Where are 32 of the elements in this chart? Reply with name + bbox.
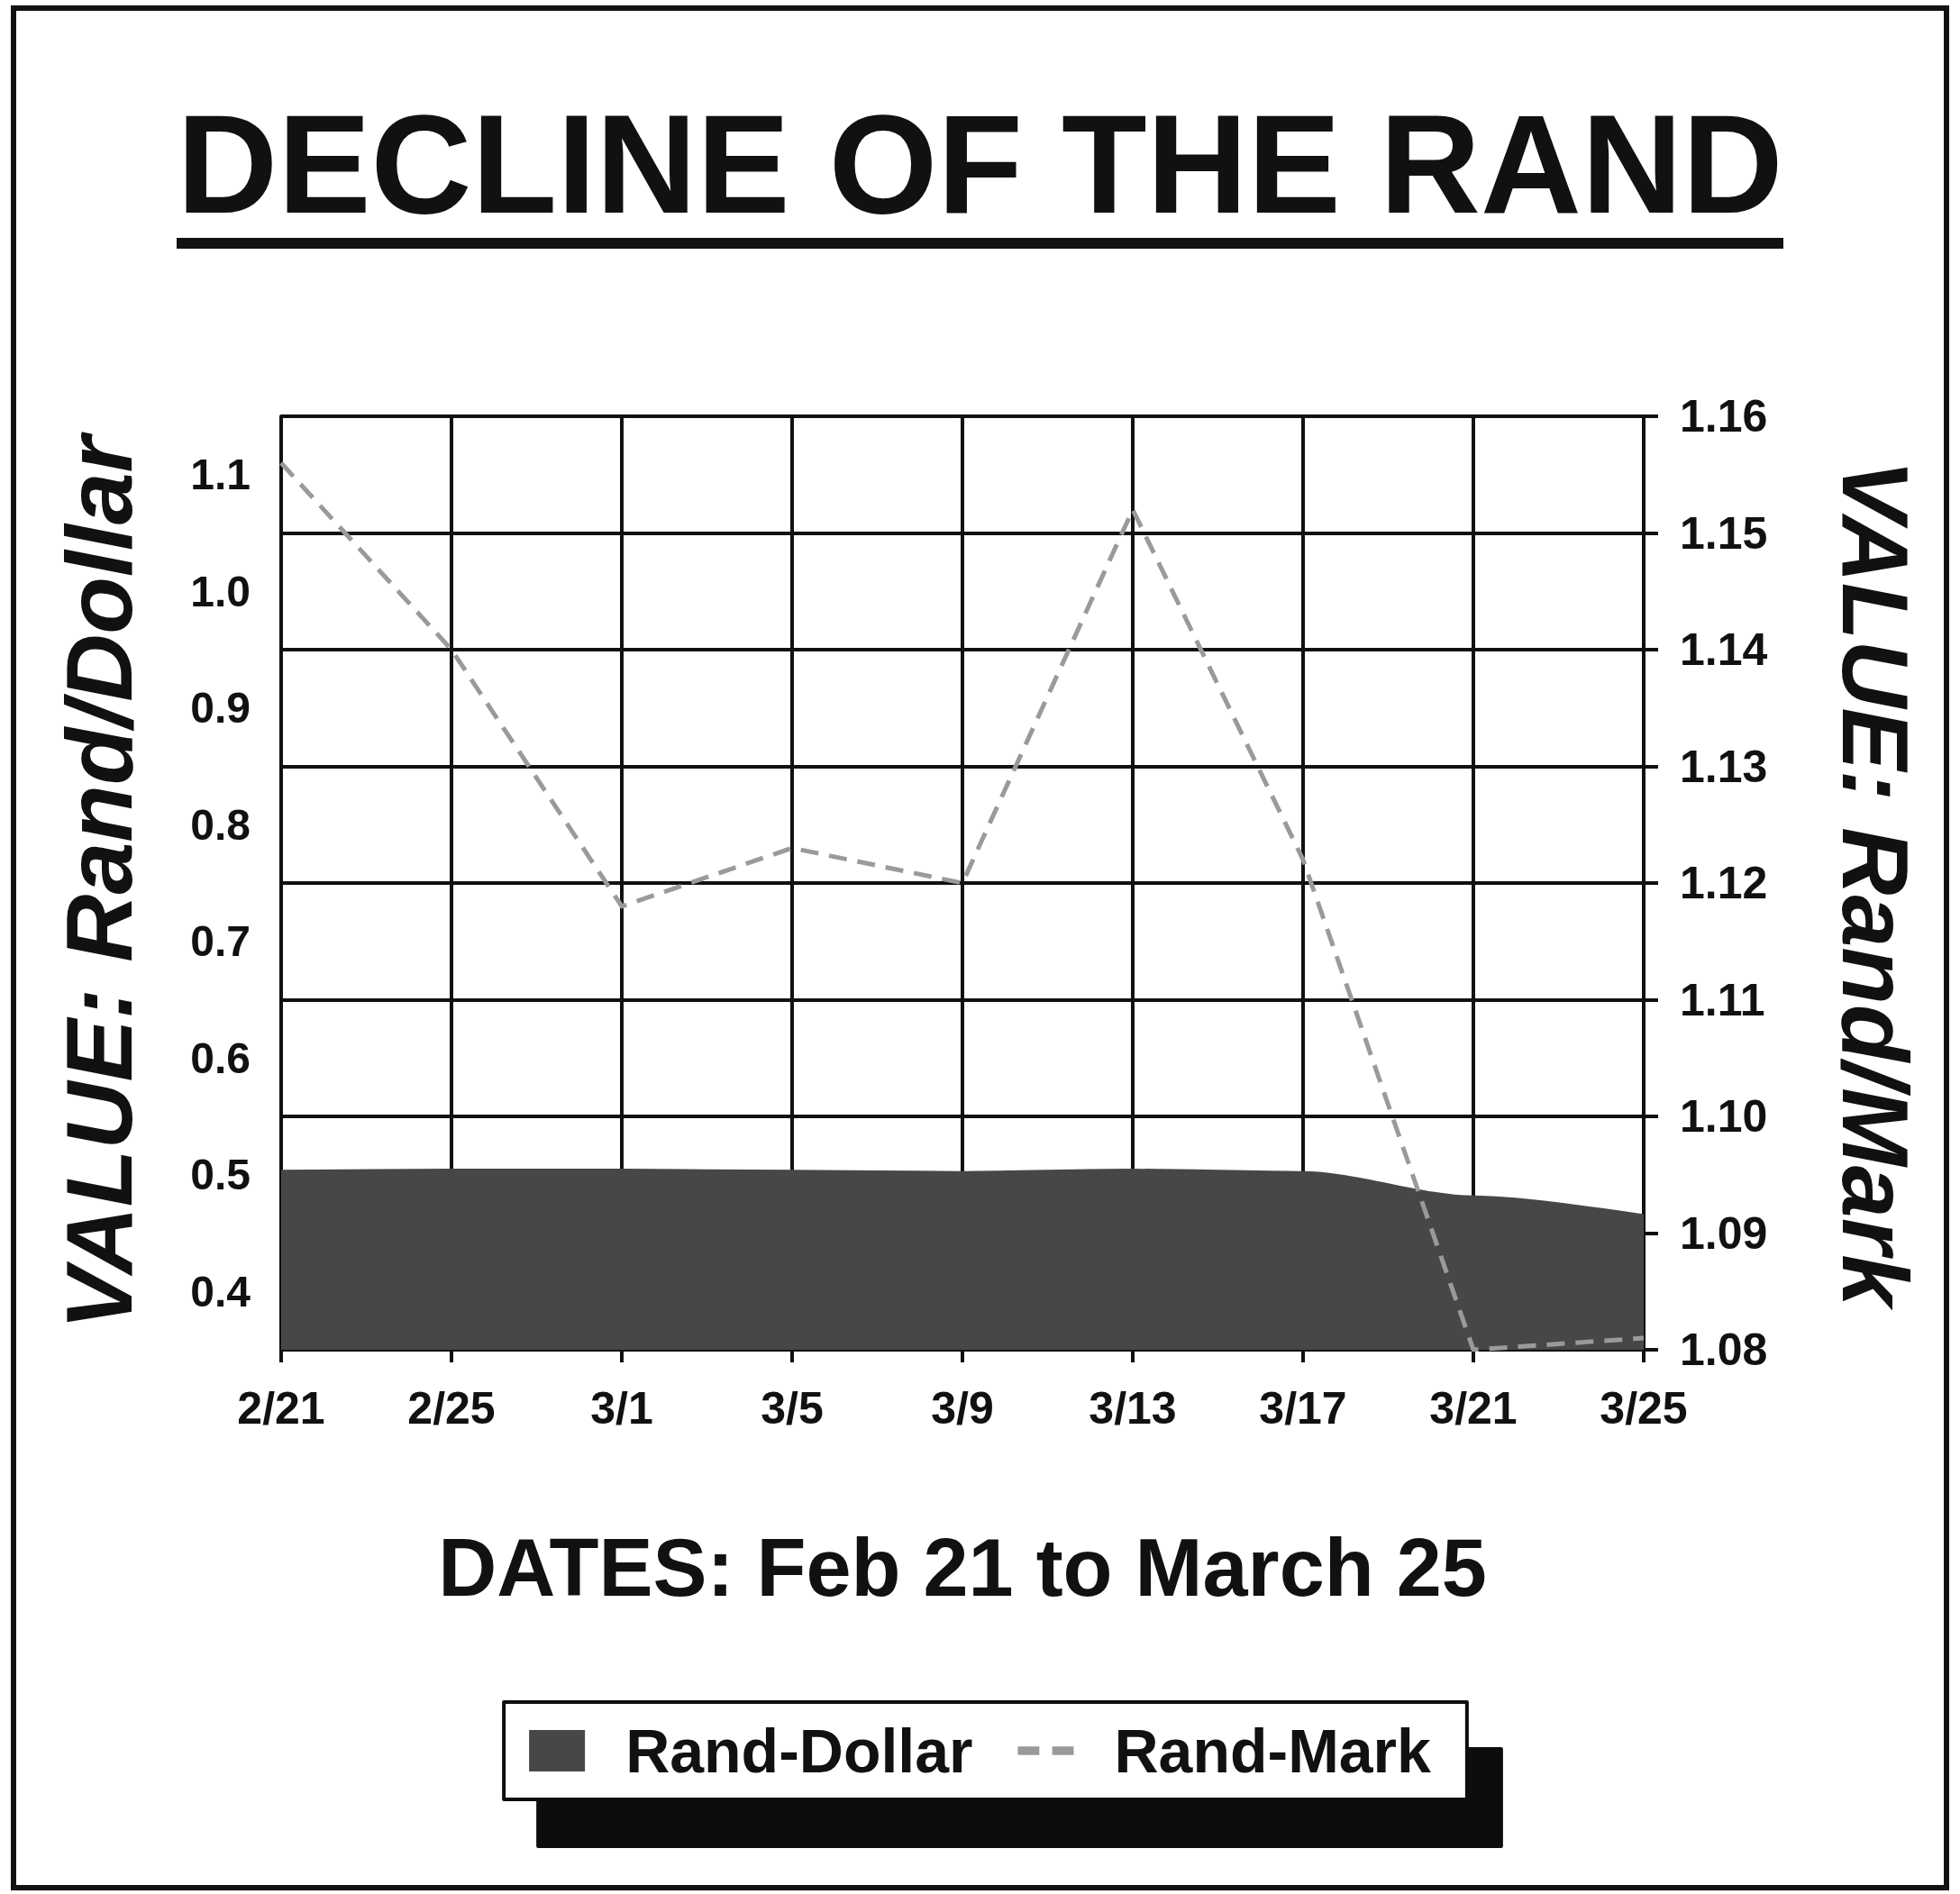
x-axis-title: DATES: Feb 21 to March 25: [438, 1523, 1487, 1613]
y2-tick-label: 1.11: [1680, 974, 1765, 1025]
y-tick-label: 1.1: [190, 451, 251, 499]
y2-tick-label: 1.08: [1680, 1325, 1768, 1375]
x-tick-label: 3/17: [1259, 1383, 1347, 1434]
y-tick-label: 0.7: [190, 917, 251, 966]
y-tick-label: 0.4: [190, 1267, 251, 1316]
y-tick-label: 1.0: [190, 567, 251, 615]
y2-tick-label: 1.13: [1680, 741, 1768, 792]
y-tick-label: 0.8: [190, 800, 251, 849]
y2-tick-label: 1.09: [1680, 1207, 1768, 1259]
x-tick-label: 3/21: [1429, 1383, 1518, 1434]
y-tick-label: 0.6: [190, 1034, 251, 1082]
y2-tick-label: 1.12: [1680, 858, 1768, 908]
y-tick-label: 0.5: [190, 1151, 251, 1199]
x-tick-label: 2/25: [407, 1383, 496, 1434]
y2-tick-label: 1.14: [1680, 624, 1768, 675]
y2-axis-title: VALUE: Rand/Mark: [1823, 460, 1928, 1312]
x-tick-label: 3/9: [931, 1383, 994, 1434]
x-tick-label: 3/5: [761, 1383, 824, 1434]
y2-tick-label: 1.15: [1680, 507, 1768, 559]
legend-label: Rand-Dollar: [625, 1716, 973, 1785]
x-tick-label: 2/21: [237, 1383, 325, 1434]
y-tick-label: 0.9: [190, 684, 251, 733]
x-tick-label: 3/1: [590, 1383, 653, 1434]
y2-tick-label: 1.16: [1680, 391, 1768, 442]
y2-tick-label: 1.10: [1680, 1091, 1768, 1142]
x-tick-label: 3/13: [1089, 1383, 1177, 1434]
y-axis-title: VALUE: Rand/Dollar: [47, 431, 151, 1330]
chart-title: DECLINE OF THE RAND: [177, 87, 1783, 244]
legend-label: Rand-Mark: [1114, 1716, 1432, 1785]
x-tick-label: 3/25: [1600, 1383, 1688, 1434]
